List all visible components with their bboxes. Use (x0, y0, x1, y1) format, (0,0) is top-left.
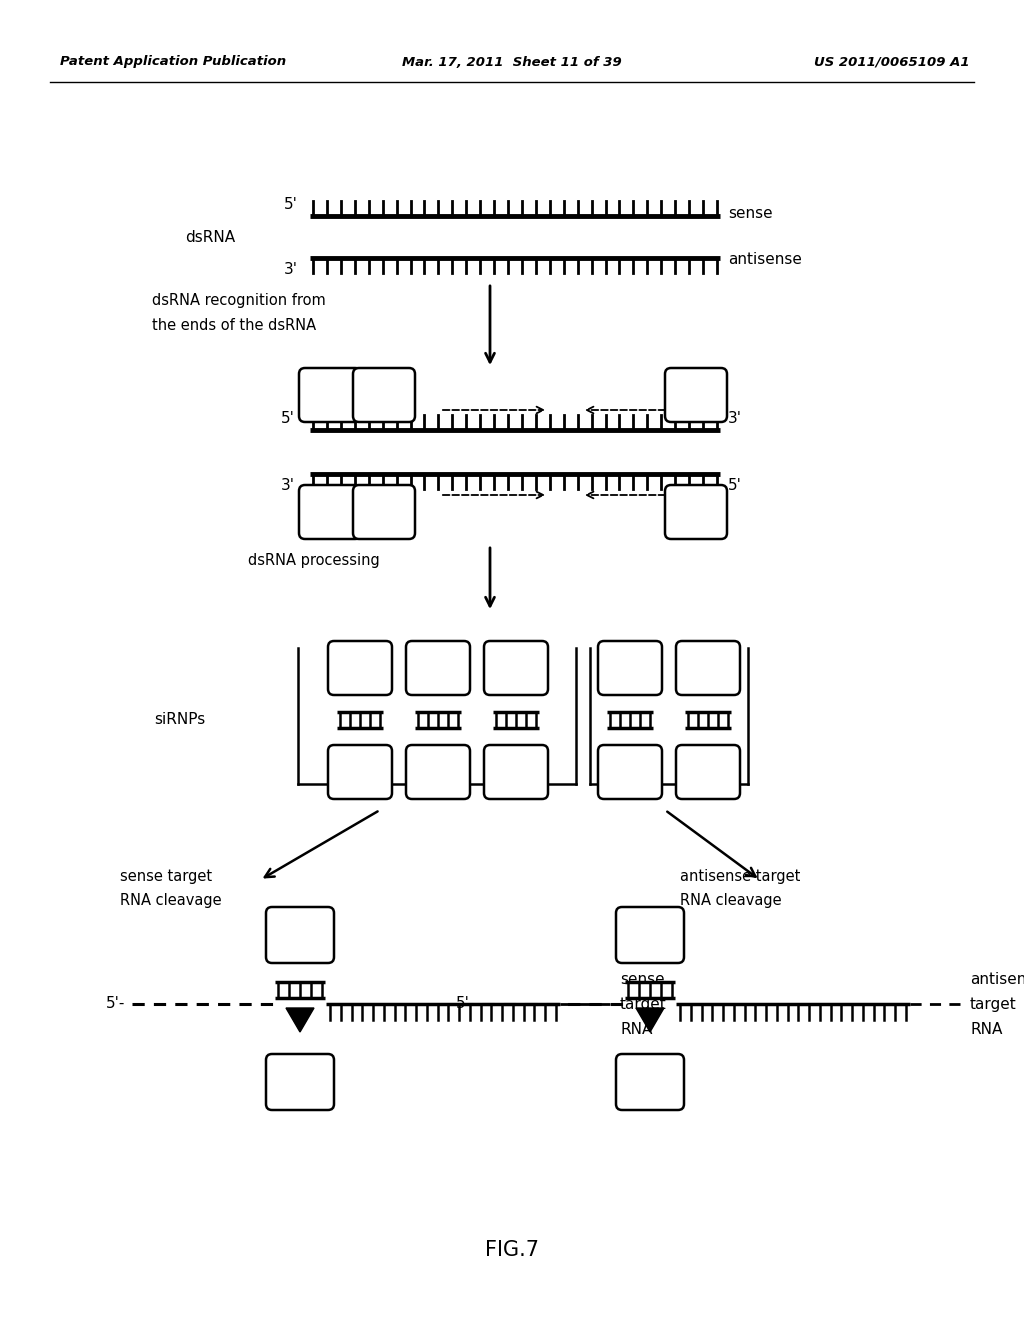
Text: 3': 3' (281, 478, 295, 492)
Text: target: target (620, 998, 667, 1012)
Text: FIG.7: FIG.7 (485, 1239, 539, 1261)
FancyBboxPatch shape (299, 484, 361, 539)
Text: antisense: antisense (728, 252, 802, 268)
FancyBboxPatch shape (598, 744, 662, 799)
FancyBboxPatch shape (406, 744, 470, 799)
Text: 5'-: 5'- (456, 997, 475, 1011)
Text: 5': 5' (284, 197, 298, 213)
FancyBboxPatch shape (665, 368, 727, 422)
Text: 5': 5' (728, 478, 741, 492)
Text: dsRNA processing: dsRNA processing (248, 553, 380, 568)
Polygon shape (286, 1008, 314, 1032)
Text: RNA cleavage: RNA cleavage (680, 892, 781, 908)
FancyBboxPatch shape (676, 744, 740, 799)
FancyBboxPatch shape (266, 1053, 334, 1110)
Text: RNA: RNA (620, 1023, 652, 1038)
FancyBboxPatch shape (676, 642, 740, 696)
FancyBboxPatch shape (299, 368, 361, 422)
Text: sense: sense (728, 206, 773, 222)
Text: Patent Application Publication: Patent Application Publication (60, 55, 286, 69)
Text: RNA: RNA (970, 1023, 1002, 1038)
Text: sense target: sense target (120, 869, 212, 883)
Text: US 2011/0065109 A1: US 2011/0065109 A1 (814, 55, 970, 69)
FancyBboxPatch shape (484, 744, 548, 799)
FancyBboxPatch shape (484, 642, 548, 696)
Text: target: target (970, 998, 1017, 1012)
FancyBboxPatch shape (616, 1053, 684, 1110)
Text: dsRNA: dsRNA (185, 230, 236, 244)
FancyBboxPatch shape (406, 642, 470, 696)
Text: 3': 3' (284, 261, 298, 277)
Text: 5': 5' (282, 411, 295, 426)
FancyBboxPatch shape (616, 907, 684, 964)
Text: 5'-: 5'- (105, 997, 125, 1011)
Text: sense: sense (620, 973, 665, 987)
FancyBboxPatch shape (353, 368, 415, 422)
FancyBboxPatch shape (328, 744, 392, 799)
FancyBboxPatch shape (665, 484, 727, 539)
Text: dsRNA recognition from: dsRNA recognition from (152, 293, 326, 308)
Text: the ends of the dsRNA: the ends of the dsRNA (152, 318, 316, 334)
FancyBboxPatch shape (353, 484, 415, 539)
FancyBboxPatch shape (266, 907, 334, 964)
Text: antisense target: antisense target (680, 869, 801, 883)
Text: antisense: antisense (970, 973, 1024, 987)
FancyBboxPatch shape (598, 642, 662, 696)
Text: RNA cleavage: RNA cleavage (120, 892, 221, 908)
Text: 3': 3' (728, 411, 742, 426)
FancyBboxPatch shape (328, 642, 392, 696)
Text: Mar. 17, 2011  Sheet 11 of 39: Mar. 17, 2011 Sheet 11 of 39 (402, 55, 622, 69)
Text: siRNPs: siRNPs (155, 713, 206, 727)
Polygon shape (636, 1008, 664, 1032)
